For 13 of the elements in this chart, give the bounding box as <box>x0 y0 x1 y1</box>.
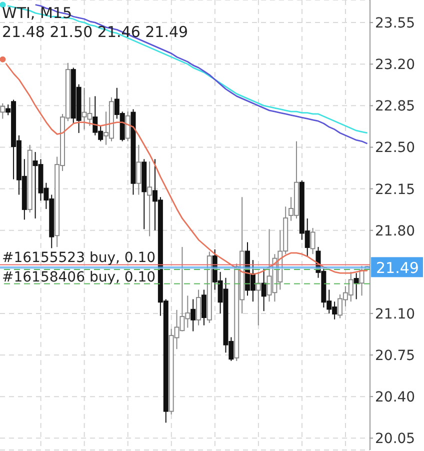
y-tick-label: 22.50 <box>375 140 416 156</box>
y-tick-label: 20.05 <box>375 431 416 448</box>
y-tick-label: 21.80 <box>375 223 416 240</box>
y-tick-label: 23.55 <box>375 16 416 32</box>
y-tick-label: 20.75 <box>375 348 416 364</box>
y-tick-label: 21.10 <box>375 306 416 322</box>
ref-line-label: 21.49 <box>376 259 419 278</box>
y-tick-label: 22.15 <box>375 182 416 198</box>
ref-line-label: #16158406 buy, 0.10 <box>2 269 156 286</box>
y-tick-label: 22.85 <box>375 98 416 115</box>
y-tick-label: 23.20 <box>375 57 416 74</box>
ref-line-label: #16155523 buy, 0.10 <box>2 250 156 266</box>
y-tick-label: 20.40 <box>375 390 416 406</box>
